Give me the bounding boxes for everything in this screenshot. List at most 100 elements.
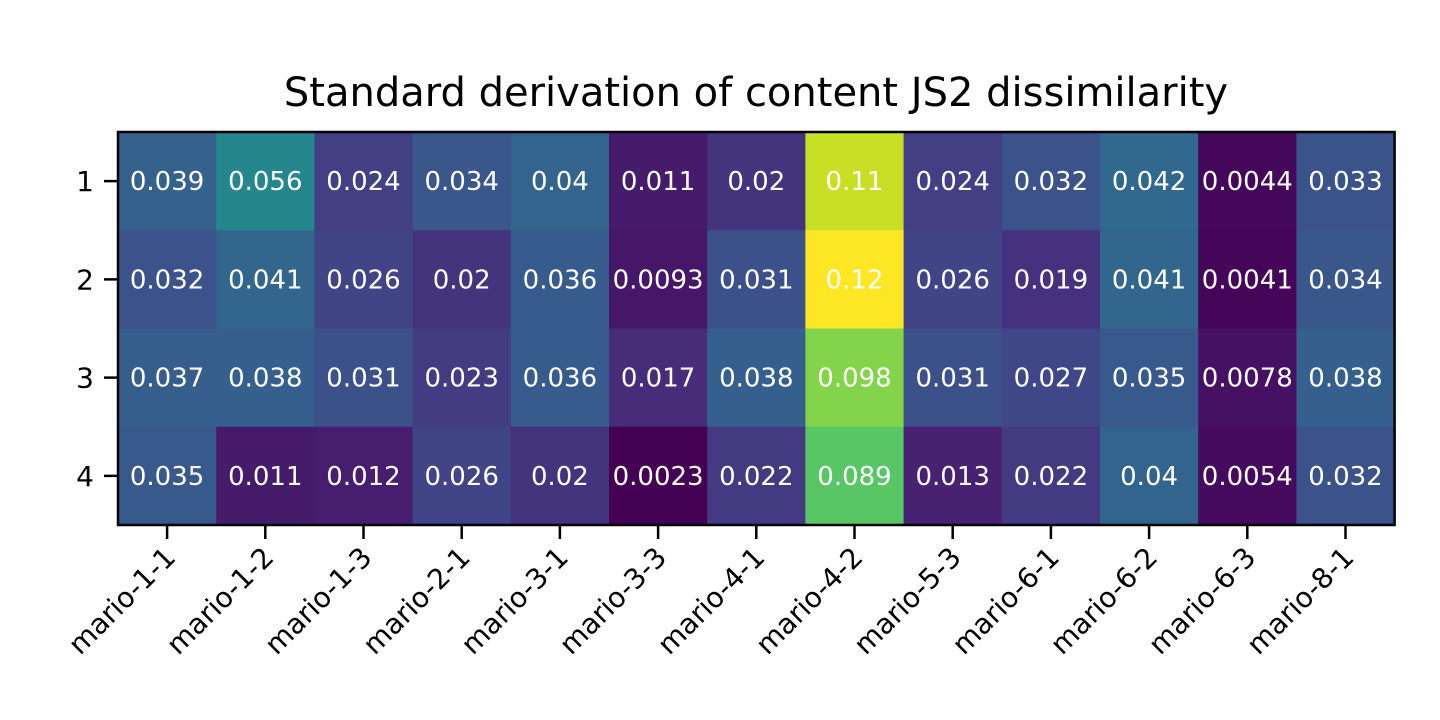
heatmap-cell [707,132,806,231]
cell-value-label: 0.034 [424,167,498,197]
heatmap-cell [1296,230,1396,330]
cell-value-label: 0.041 [228,265,302,295]
heatmap-cell [314,426,414,526]
cell-value-label: 0.02 [531,462,589,492]
cell-value-label: 0.0054 [1202,462,1293,492]
heatmap-cell [707,426,806,526]
heatmap-cell [510,132,610,231]
heatmap-cell [805,132,905,231]
cell-value-label: 0.02 [727,167,785,197]
heatmap-cell [1296,426,1396,526]
cell-value-label: 0.035 [1112,364,1186,394]
cell-value-label: 0.0078 [1202,364,1293,394]
heatmap-cell [903,132,1003,231]
heatmap-cell [1001,426,1101,526]
heatmap-cell [1001,328,1101,428]
cell-value-label: 0.017 [621,364,695,394]
y-tick-label: 2 [76,263,94,296]
heatmap-cell [805,426,905,526]
heatmap-cell [903,426,1003,526]
heatmap-cell [412,230,512,330]
cell-value-label: 0.024 [915,167,989,197]
cell-value-label: 0.0093 [613,265,704,295]
heatmap-cell [314,230,414,330]
cell-value-label: 0.026 [424,462,498,492]
x-tick-label: mario-8-1 [1240,541,1360,661]
cell-value-label: 0.013 [915,462,989,492]
heatmap-cell [1296,132,1396,231]
cell-value-label: 0.032 [130,265,204,295]
cell-value-label: 0.036 [523,265,597,295]
heatmap-cell [1100,426,1199,526]
heatmap-cell [314,328,414,428]
heatmap-cell [1198,132,1297,231]
cell-value-label: 0.031 [326,364,400,394]
heatmap-cell [805,230,905,330]
heatmap-cell [216,132,315,231]
heatmap-cell [903,328,1003,428]
heatmap-cell [118,132,217,231]
cell-value-label: 0.04 [531,167,589,197]
cell-value-label: 0.089 [817,462,891,492]
cell-value-label: 0.038 [719,364,793,394]
cell-value-label: 0.011 [228,462,302,492]
chart-title: Standard derivation of content JS2 dissi… [284,70,1228,116]
cell-value-label: 0.038 [228,364,302,394]
heatmap-cell [1198,230,1297,330]
heatmap-cell [412,132,512,231]
cell-value-label: 0.041 [1112,265,1186,295]
cell-value-label: 0.042 [1112,167,1186,197]
heatmap-cell [609,426,708,526]
cell-value-label: 0.12 [826,265,884,295]
cell-value-label: 0.038 [1308,364,1382,394]
y-tick-label: 4 [76,460,94,493]
x-axis: mario-1-1mario-1-2mario-1-3mario-2-1mari… [62,525,1360,661]
heatmap-cell [412,328,512,428]
cell-value-label: 0.032 [1308,462,1382,492]
heatmap-cell [118,426,217,526]
heatmap-cell [1100,132,1199,231]
cell-value-label: 0.0041 [1202,265,1293,295]
heatmap-cell [1001,132,1101,231]
plot-frame [116,130,1396,527]
cell-value-label: 0.026 [915,265,989,295]
y-tick-label: 1 [76,165,94,198]
cell-value-label: 0.024 [326,167,400,197]
heatmap-cell [903,230,1003,330]
cell-value-label: 0.033 [1308,167,1382,197]
cell-value-label: 0.011 [621,167,695,197]
heatmap-cell [1198,426,1297,526]
y-axis: 1 2 3 4 [76,165,118,493]
heatmap-cell [805,328,905,428]
cell-value-label: 0.022 [719,462,793,492]
heatmap-cell [707,328,806,428]
heatmap-cells: 0.039 0.056 0.024 0.034 0.04 0.011 0.02 0.11 0.0… [118,132,1396,526]
heatmap-cell [118,328,217,428]
heatmap-cell [1100,230,1199,330]
cell-value-label: 0.0023 [613,462,704,492]
heatmap-cell [216,426,315,526]
heatmap-cell [510,426,610,526]
heatmap-cell [1198,328,1297,428]
heatmap-cell [510,328,610,428]
heatmap-cell [609,230,708,330]
cell-value-label: 0.026 [326,265,400,295]
cell-value-label: 0.023 [424,364,498,394]
cell-value-label: 0.035 [130,462,204,492]
cell-value-label: 0.04 [1120,462,1178,492]
cell-value-label: 0.022 [1014,462,1088,492]
cell-value-label: 0.031 [915,364,989,394]
heatmap-cell [216,230,315,330]
heatmap-cell [1296,328,1396,428]
heatmap-cell [216,328,315,428]
cell-value-label: 0.034 [1308,265,1382,295]
cell-value-label: 0.039 [130,167,204,197]
heatmap-cell [412,426,512,526]
y-tick-label: 3 [76,362,94,395]
cell-value-label: 0.019 [1014,265,1088,295]
cell-value-label: 0.027 [1014,364,1088,394]
heatmap-cell [510,230,610,330]
heatmap-cell [118,230,217,330]
cell-value-label: 0.11 [826,167,884,197]
